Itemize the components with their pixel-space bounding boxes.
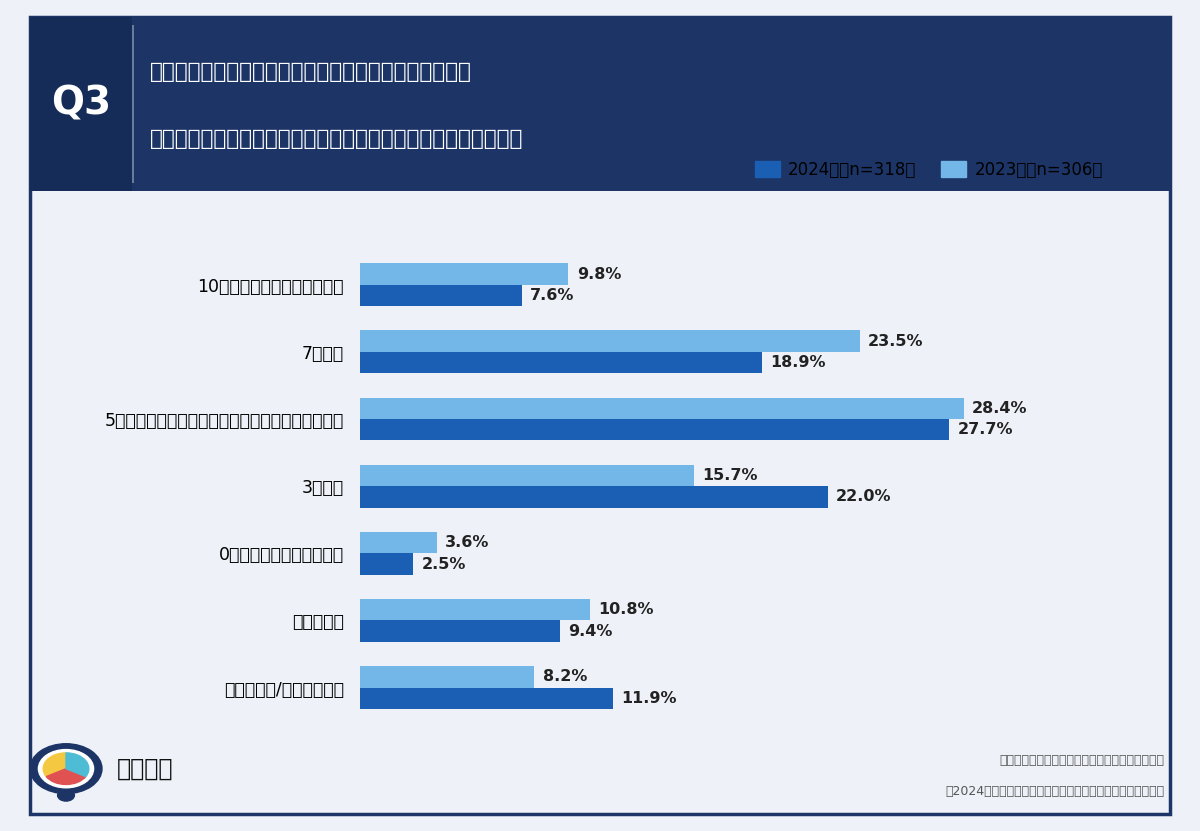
Wedge shape [47, 769, 85, 784]
Text: Q3: Q3 [50, 85, 112, 123]
Text: 9.8%: 9.8% [577, 267, 622, 282]
Text: 7.6%: 7.6% [530, 288, 575, 303]
Text: 28.4%: 28.4% [972, 401, 1027, 416]
Bar [360, 666, 534, 687]
Text: リサピー: リサピー [116, 757, 173, 780]
Text: 15.7%: 15.7% [702, 468, 757, 483]
Legend: 2024年（n=318）, 2023年（n=306）: 2024年（n=318）, 2023年（n=306） [755, 161, 1103, 179]
Text: 9.4%: 9.4% [569, 623, 613, 639]
Bar [360, 486, 828, 508]
Text: 27.7%: 27.7% [958, 422, 1013, 437]
Bar [360, 599, 589, 621]
Text: 11.9%: 11.9% [622, 691, 677, 706]
Text: 10.8%: 10.8% [598, 602, 654, 617]
Bar [360, 687, 613, 709]
Bar [360, 532, 437, 553]
Bar [132, 25, 134, 183]
Text: 3.6%: 3.6% [445, 535, 490, 550]
Text: 相手とした会議）でのオンライン会議の比率を教えてください。: 相手とした会議）でのオンライン会議の比率を教えてください。 [150, 129, 523, 149]
Bar [360, 331, 859, 352]
Wedge shape [66, 753, 89, 776]
Circle shape [38, 750, 94, 788]
Circle shape [30, 744, 102, 794]
Bar [30, 17, 132, 191]
Text: 18.9%: 18.9% [770, 355, 826, 370]
Bar [360, 553, 413, 575]
Wedge shape [43, 753, 66, 776]
Text: 「2024年版」大企業のオンライン会議活用に関する定点調査: 「2024年版」大企業のオンライン会議活用に関する定点調査 [944, 784, 1164, 798]
Bar [360, 285, 522, 307]
Bar [360, 465, 694, 486]
Bar [30, 17, 1170, 191]
Text: 8.2%: 8.2% [542, 669, 587, 684]
Text: 一般社団法人オンラインコミュニケーション協会: 一般社団法人オンラインコミュニケーション協会 [998, 754, 1164, 767]
Text: お勤め先企業の社外会議（顧客、取引先、協力会社等を: お勤め先企業の社外会議（顧客、取引先、協力会社等を [150, 62, 472, 82]
Text: 22.0%: 22.0% [836, 489, 892, 504]
Circle shape [58, 789, 74, 801]
Bar [360, 621, 560, 642]
Text: 23.5%: 23.5% [868, 333, 924, 349]
Text: 2.5%: 2.5% [421, 557, 466, 572]
Bar [360, 352, 762, 373]
Bar [360, 263, 569, 285]
Bar [360, 397, 964, 419]
Bar [360, 419, 949, 440]
